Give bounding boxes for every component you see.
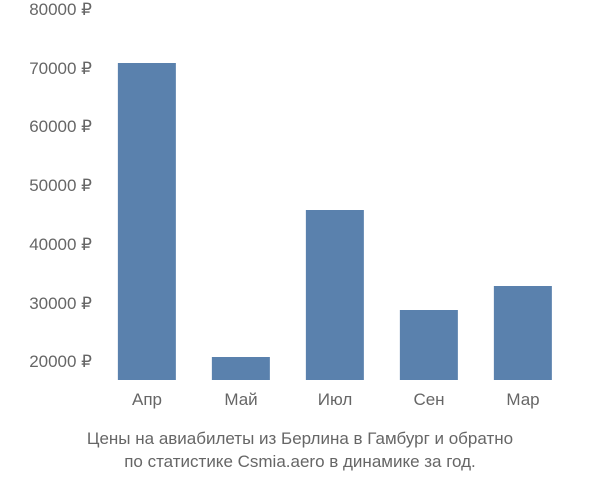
y-tick-label: 30000 ₽ bbox=[29, 294, 100, 314]
bar bbox=[212, 357, 270, 380]
y-tick-label: 70000 ₽ bbox=[29, 59, 100, 79]
plot-area: 20000 ₽30000 ₽40000 ₽50000 ₽60000 ₽70000… bbox=[100, 10, 570, 380]
x-tick-label: Май bbox=[224, 380, 257, 410]
caption-line: Цены на авиабилеты из Берлина в Гамбург … bbox=[0, 428, 600, 451]
y-tick-label: 60000 ₽ bbox=[29, 117, 100, 137]
x-tick-label: Июл bbox=[318, 380, 353, 410]
bar bbox=[306, 210, 364, 380]
x-tick-label: Сен bbox=[413, 380, 444, 410]
caption-line: по статистике Csmia.aero в динамике за г… bbox=[0, 451, 600, 474]
x-tick-label: Мар bbox=[506, 380, 539, 410]
bar bbox=[118, 63, 176, 380]
bar bbox=[494, 286, 552, 380]
y-tick-label: 20000 ₽ bbox=[29, 352, 100, 372]
bar-slot: Мар bbox=[476, 10, 570, 380]
price-chart: 20000 ₽ 30000 ₽ 40000 ₽ 50000 ₽ 60000 ₽ 70000… bbox=[0, 0, 600, 500]
bar-slot: Сен bbox=[382, 10, 476, 380]
bar-slot: Май bbox=[194, 10, 288, 380]
y-tick-label: 80000 ₽ bbox=[29, 0, 100, 20]
chart-caption: Цены на авиабилеты из Берлина в Гамбург … bbox=[0, 428, 600, 474]
bar-slot: Июл bbox=[288, 10, 382, 380]
bar bbox=[400, 310, 458, 380]
bar-slot: Апр bbox=[100, 10, 194, 380]
y-tick-label: 50000 ₽ bbox=[29, 176, 100, 196]
y-tick-label: 40000 ₽ bbox=[29, 235, 100, 255]
x-tick-label: Апр bbox=[132, 380, 162, 410]
